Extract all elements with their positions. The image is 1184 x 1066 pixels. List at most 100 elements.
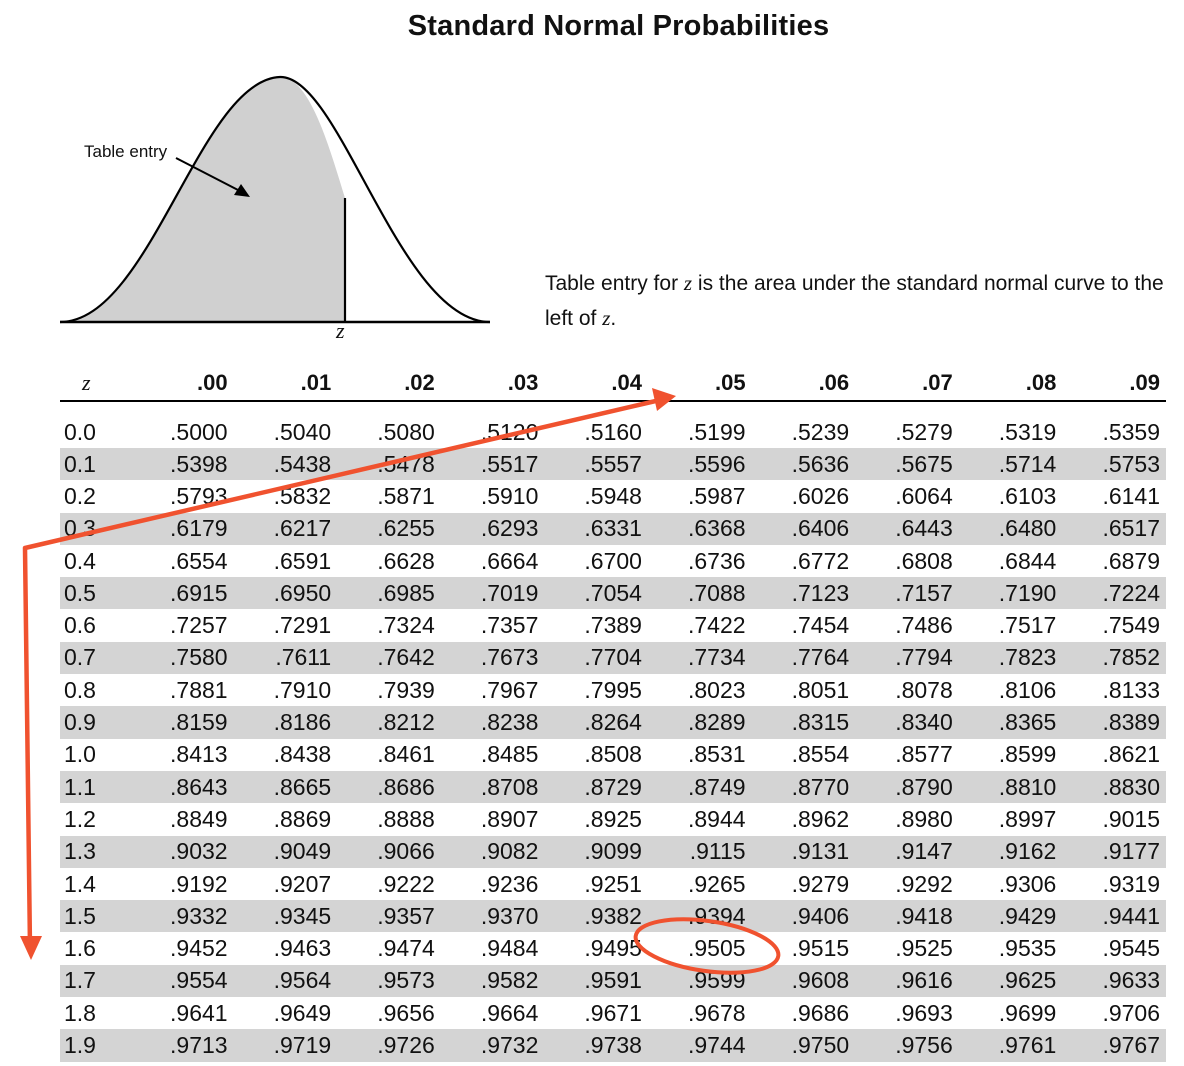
- lookup-arrowhead-down: [20, 936, 42, 960]
- table-row: 1.0 .8413 .8438 .8461 .8485 .8508 .8531 .8554 .8…: [60, 739, 1166, 771]
- column-header: .08: [958, 366, 1063, 402]
- table-row: 0.3.6179.6217.6255.6293.6331.6368.6406.6…: [60, 512, 1166, 545]
- probability-cell: .8729: [544, 770, 648, 804]
- table-row: 0.1.5398.5438.5478.5517.5557.5596.5636.5…: [60, 448, 1166, 481]
- table-caption: Table entry for z is the area under the …: [545, 266, 1175, 336]
- probability-cell: .9641: [170, 999, 228, 1026]
- probability-cell: .5832: [273, 482, 332, 509]
- z-value-cell: 1.1: [60, 770, 130, 804]
- table-row: 0.2 .5793 .5832 .5871 .5910 .5948 .5987 .6026 .6…: [60, 480, 1166, 512]
- probability-cell: .8708: [440, 770, 545, 804]
- probability-cell: .9066: [337, 835, 441, 868]
- probability-cell: .8888: [377, 805, 435, 832]
- probability-cell: .9370: [440, 900, 545, 933]
- probability-cell: .9719: [233, 1029, 338, 1062]
- probability-cell: .9535: [998, 935, 1057, 962]
- column-header: .04: [544, 366, 648, 402]
- probability-cell: .5398: [130, 448, 234, 481]
- probability-cell: .8508: [584, 741, 642, 768]
- probability-cell: .9319: [1102, 870, 1160, 897]
- probability-cell: .9147: [855, 835, 959, 868]
- probability-cell: .9099: [544, 835, 648, 868]
- probability-cell: .5636: [751, 448, 856, 481]
- probability-cell: .6064: [895, 482, 953, 509]
- probability-cell: .9441: [1062, 900, 1166, 933]
- probability-cell: .5000: [170, 418, 228, 445]
- z-value-cell: 0.7: [60, 641, 130, 675]
- probability-cell: .9177: [1062, 835, 1166, 868]
- probability-cell: .9649: [273, 999, 332, 1026]
- probability-cell: .7704: [544, 641, 648, 675]
- probability-cell: .9616: [855, 964, 959, 998]
- probability-cell: .5948: [584, 482, 642, 509]
- probability-cell: .7881: [170, 676, 228, 703]
- caption-z-symbol: z: [602, 306, 611, 330]
- probability-cell: .9564: [233, 964, 338, 998]
- probability-cell: .8023: [688, 676, 746, 703]
- probability-cell: .9545: [1102, 935, 1160, 962]
- probability-cell: .7673: [440, 641, 545, 675]
- probability-cell: .9162: [958, 835, 1063, 868]
- z-value-cell: 0.0: [64, 418, 96, 445]
- probability-cell: .9236: [480, 870, 539, 897]
- z-value-cell: 1.6: [64, 935, 96, 962]
- probability-cell: .7224: [1062, 577, 1166, 610]
- probability-cell: .9608: [751, 964, 856, 998]
- probability-cell: .8315: [751, 706, 856, 739]
- entry-pointer-arrowhead: [234, 184, 250, 197]
- table-row: 0.4 .6554 .6591 .6628 .6664 .6700 .6736 .6772 .6…: [60, 545, 1166, 577]
- probability-cell: .9131: [751, 835, 856, 868]
- probability-cell: .6331: [544, 512, 648, 545]
- probability-cell: .8289: [647, 706, 752, 739]
- probability-cell: .5319: [998, 418, 1057, 445]
- probability-cell: .5987: [688, 482, 746, 509]
- probability-cell: .5675: [855, 448, 959, 481]
- z-value-cell: 0.5: [60, 577, 130, 610]
- probability-cell: .7088: [647, 577, 752, 610]
- probability-cell: .9015: [1102, 805, 1160, 832]
- probability-cell: .9394: [647, 900, 752, 933]
- caption-z-symbol: z: [683, 271, 693, 295]
- probability-cell: .9756: [855, 1029, 959, 1062]
- probability-cell: .9345: [233, 900, 338, 933]
- probability-cell: .5596: [647, 448, 752, 481]
- probability-cell: .7019: [440, 577, 545, 610]
- probability-cell: .8264: [544, 706, 648, 739]
- probability-cell: .5279: [895, 418, 953, 445]
- probability-cell: .8599: [998, 741, 1057, 768]
- probability-cell: .7764: [751, 641, 856, 675]
- probability-cell: .5753: [1062, 448, 1166, 481]
- probability-cell: .9591: [544, 964, 648, 998]
- table-row: 0.5.6915.6950.6985.7019.7054.7088.7123.7…: [60, 577, 1166, 610]
- probability-cell: .9525: [895, 935, 953, 962]
- probability-cell: .7157: [855, 577, 959, 610]
- probability-cell: .7642: [337, 641, 441, 675]
- probability-cell: .8438: [273, 741, 332, 768]
- table-row: 0.6 .7257 .7291 .7324 .7357 .7389 .7422 .7454 .7…: [60, 609, 1166, 641]
- probability-cell: .9625: [958, 964, 1063, 998]
- probability-cell: .5871: [377, 482, 435, 509]
- probability-cell: .9251: [584, 870, 642, 897]
- probability-cell: .7389: [584, 612, 642, 639]
- probability-cell: .8485: [480, 741, 539, 768]
- probability-cell: .9699: [998, 999, 1057, 1026]
- probability-cell: .7357: [480, 612, 539, 639]
- probability-cell: .9429: [958, 900, 1063, 933]
- probability-cell: .9049: [233, 835, 338, 868]
- probability-cell: .6808: [895, 547, 953, 574]
- probability-cell: .9032: [130, 835, 234, 868]
- probability-cell: .7422: [688, 612, 746, 639]
- probability-cell: .9463: [273, 935, 332, 962]
- z-value-cell: 1.8: [64, 999, 96, 1026]
- z-axis-label: z: [336, 318, 345, 343]
- probability-cell: .8830: [1062, 770, 1166, 804]
- probability-cell: .8577: [895, 741, 953, 768]
- probability-cell: .9656: [377, 999, 435, 1026]
- probability-cell: .7823: [958, 641, 1063, 675]
- probability-cell: .7995: [584, 676, 642, 703]
- probability-cell: .9713: [130, 1029, 234, 1062]
- probability-cell: .6591: [273, 547, 332, 574]
- z-value-cell: 1.2: [64, 805, 96, 832]
- probability-cell: .8997: [998, 805, 1057, 832]
- z-value-cell: 1.5: [60, 900, 130, 933]
